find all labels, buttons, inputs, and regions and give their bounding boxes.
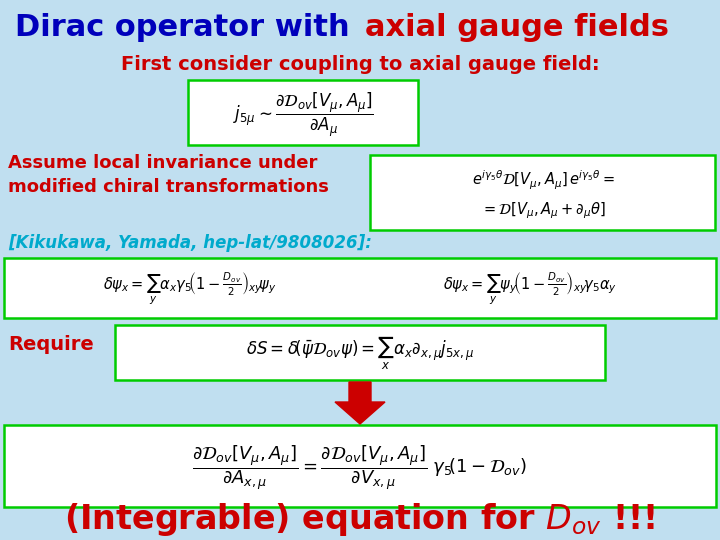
- Text: First consider coupling to axial gauge field:: First consider coupling to axial gauge f…: [121, 56, 599, 75]
- Text: $\delta S = \delta\!\left(\bar\psi\mathcal{D}_{ov}\psi\right) = \sum_x \alpha_x\: $\delta S = \delta\!\left(\bar\psi\mathc…: [246, 334, 474, 372]
- Text: Dirac operator with: Dirac operator with: [14, 14, 360, 43]
- Text: Assume local invariance under
modified chiral transformations: Assume local invariance under modified c…: [8, 153, 329, 197]
- Text: $\delta\psi_x = \sum_y \psi_y\!\left(1 - \frac{D_{ov}}{2}\right)_{xy}\!\gamma_5\: $\delta\psi_x = \sum_y \psi_y\!\left(1 -…: [443, 270, 617, 306]
- Text: [Kikukawa, Yamada, hep-lat/9808026]:: [Kikukawa, Yamada, hep-lat/9808026]:: [8, 234, 372, 252]
- Text: $\delta\psi_x = \sum_y \alpha_x\gamma_5\!\left(1 - \frac{D_{ov}}{2}\right)_{xy}\: $\delta\psi_x = \sum_y \alpha_x\gamma_5\…: [103, 270, 277, 306]
- Text: Require: Require: [8, 335, 94, 354]
- Text: $j_{5\mu} \sim \dfrac{\partial\mathcal{D}_{ov}[V_\mu,A_\mu]}{\partial A_\mu}$: $j_{5\mu} \sim \dfrac{\partial\mathcal{D…: [233, 91, 374, 139]
- FancyBboxPatch shape: [188, 80, 418, 145]
- FancyArrow shape: [335, 382, 385, 424]
- FancyBboxPatch shape: [4, 425, 716, 507]
- FancyBboxPatch shape: [4, 258, 716, 318]
- Text: axial gauge fields: axial gauge fields: [365, 14, 669, 43]
- Text: (Integrable) equation for $D_{ov}$ !!!: (Integrable) equation for $D_{ov}$ !!!: [65, 502, 655, 538]
- FancyBboxPatch shape: [115, 325, 605, 380]
- Text: $e^{i\gamma_5\theta}\mathcal{D}[V_\mu, A_\mu]\,e^{i\gamma_5\theta} =$
$= \mathca: $e^{i\gamma_5\theta}\mathcal{D}[V_\mu, A…: [472, 169, 614, 221]
- Text: $\dfrac{\partial\mathcal{D}_{ov}[V_\mu,A_\mu]}{\partial A_{x,\mu}} = \dfrac{\par: $\dfrac{\partial\mathcal{D}_{ov}[V_\mu,A…: [192, 444, 528, 492]
- FancyBboxPatch shape: [370, 155, 715, 230]
